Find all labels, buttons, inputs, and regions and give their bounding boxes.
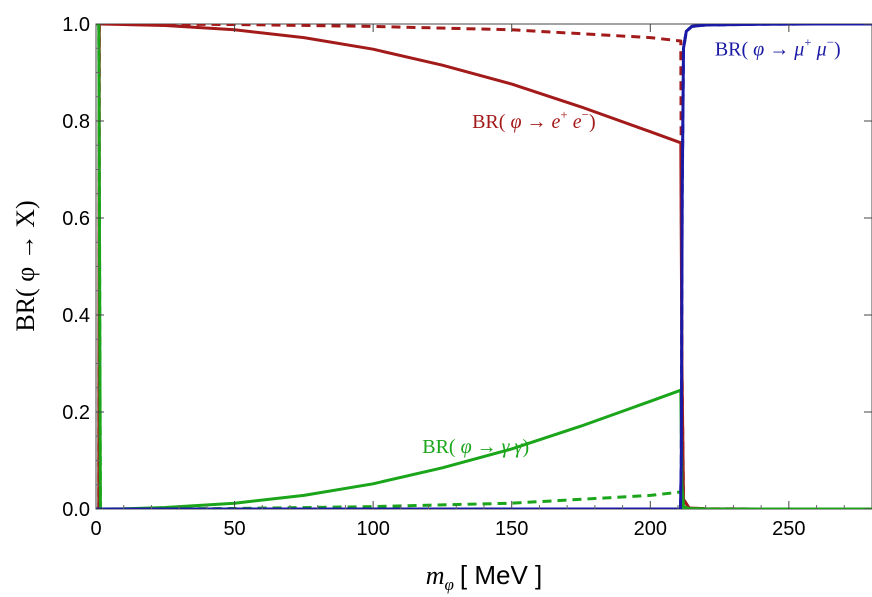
y-axis-title: BR( φ → X) xyxy=(11,200,40,331)
series-annotation-1: BR( φ → γ γ) xyxy=(422,436,529,458)
y-tick-label: 0.6 xyxy=(62,208,90,230)
ticks-layer: 0 50 100 150 200 250 0.0 0.2 0.4 0.6 0.8 1.0 xyxy=(62,14,872,540)
series-annotation-2: BR( φ → μ+ μ−) xyxy=(715,34,841,60)
x-tick-label: 0 xyxy=(90,518,101,540)
x-tick-label: 100 xyxy=(356,518,389,540)
x-axis-subscript: φ xyxy=(445,575,454,594)
series-line-4 xyxy=(96,24,872,509)
y-tick-label: 0.4 xyxy=(62,305,90,327)
y-tick-label: 0.8 xyxy=(62,111,90,133)
y-tick-label: 0.0 xyxy=(62,499,90,521)
x-axis-title: mφ [ MeV ] xyxy=(426,560,543,594)
x-axis-unit: [ MeV ] xyxy=(460,560,542,590)
x-tick-label: 50 xyxy=(223,518,245,540)
x-tick-label: 150 xyxy=(495,518,528,540)
series-line-3 xyxy=(96,24,872,509)
y-tick-label: 0.2 xyxy=(62,402,90,424)
annotation-layer: BR( φ → e+ e−) BR( φ → γ γ) BR( φ → μ+ μ−) xyxy=(422,34,840,458)
series-annotation-0: BR( φ → e+ e−) xyxy=(472,107,596,133)
y-tick-label: 1.0 xyxy=(62,14,90,36)
x-tick-label: 200 xyxy=(634,518,667,540)
series-layer xyxy=(96,24,872,509)
x-axis-symbol: m xyxy=(426,561,445,590)
x-tick-label: 250 xyxy=(772,518,805,540)
